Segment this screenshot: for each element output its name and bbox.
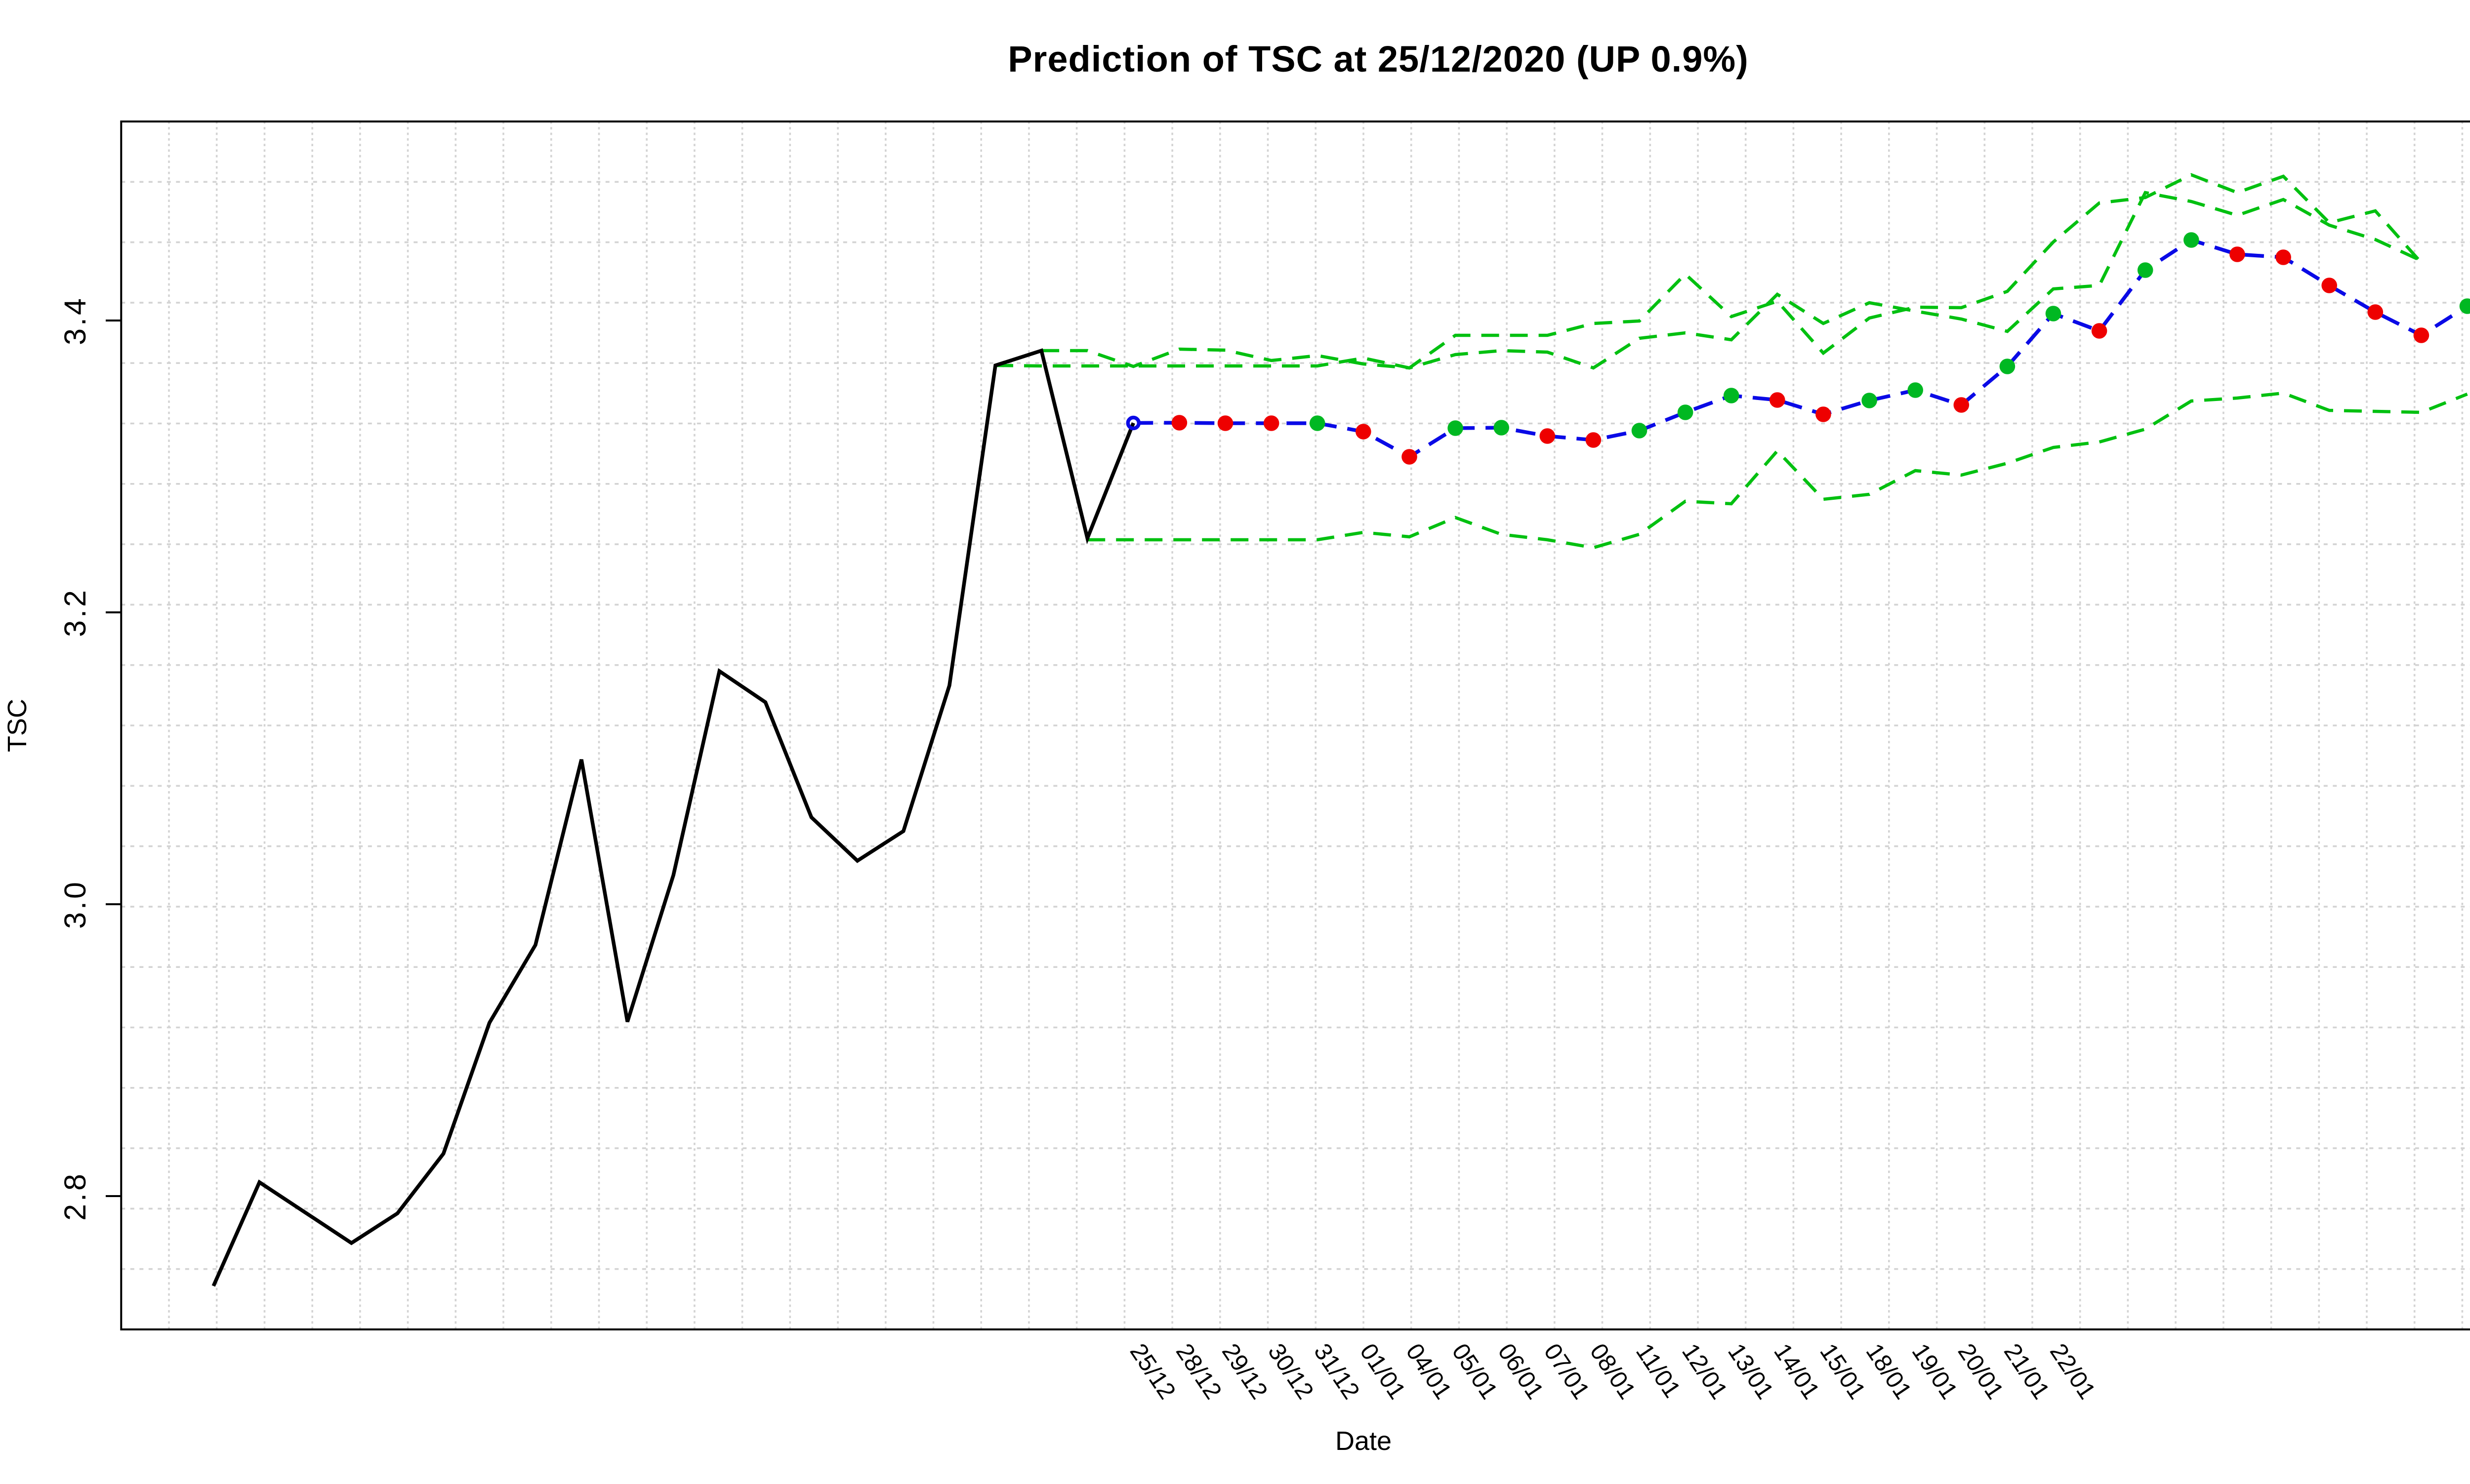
svg-text:TSC: TSC bbox=[2, 699, 32, 752]
svg-text:3.0: 3.0 bbox=[58, 880, 92, 929]
svg-text:Date: Date bbox=[1335, 1426, 1392, 1456]
svg-text:3.2: 3.2 bbox=[58, 588, 92, 637]
svg-text:2.8: 2.8 bbox=[58, 1171, 92, 1221]
svg-text:3.4: 3.4 bbox=[58, 296, 92, 345]
svg-text:Prediction of TSC at 25/12/202: Prediction of TSC at 25/12/2020 (UP 0.9%… bbox=[1008, 39, 1749, 80]
